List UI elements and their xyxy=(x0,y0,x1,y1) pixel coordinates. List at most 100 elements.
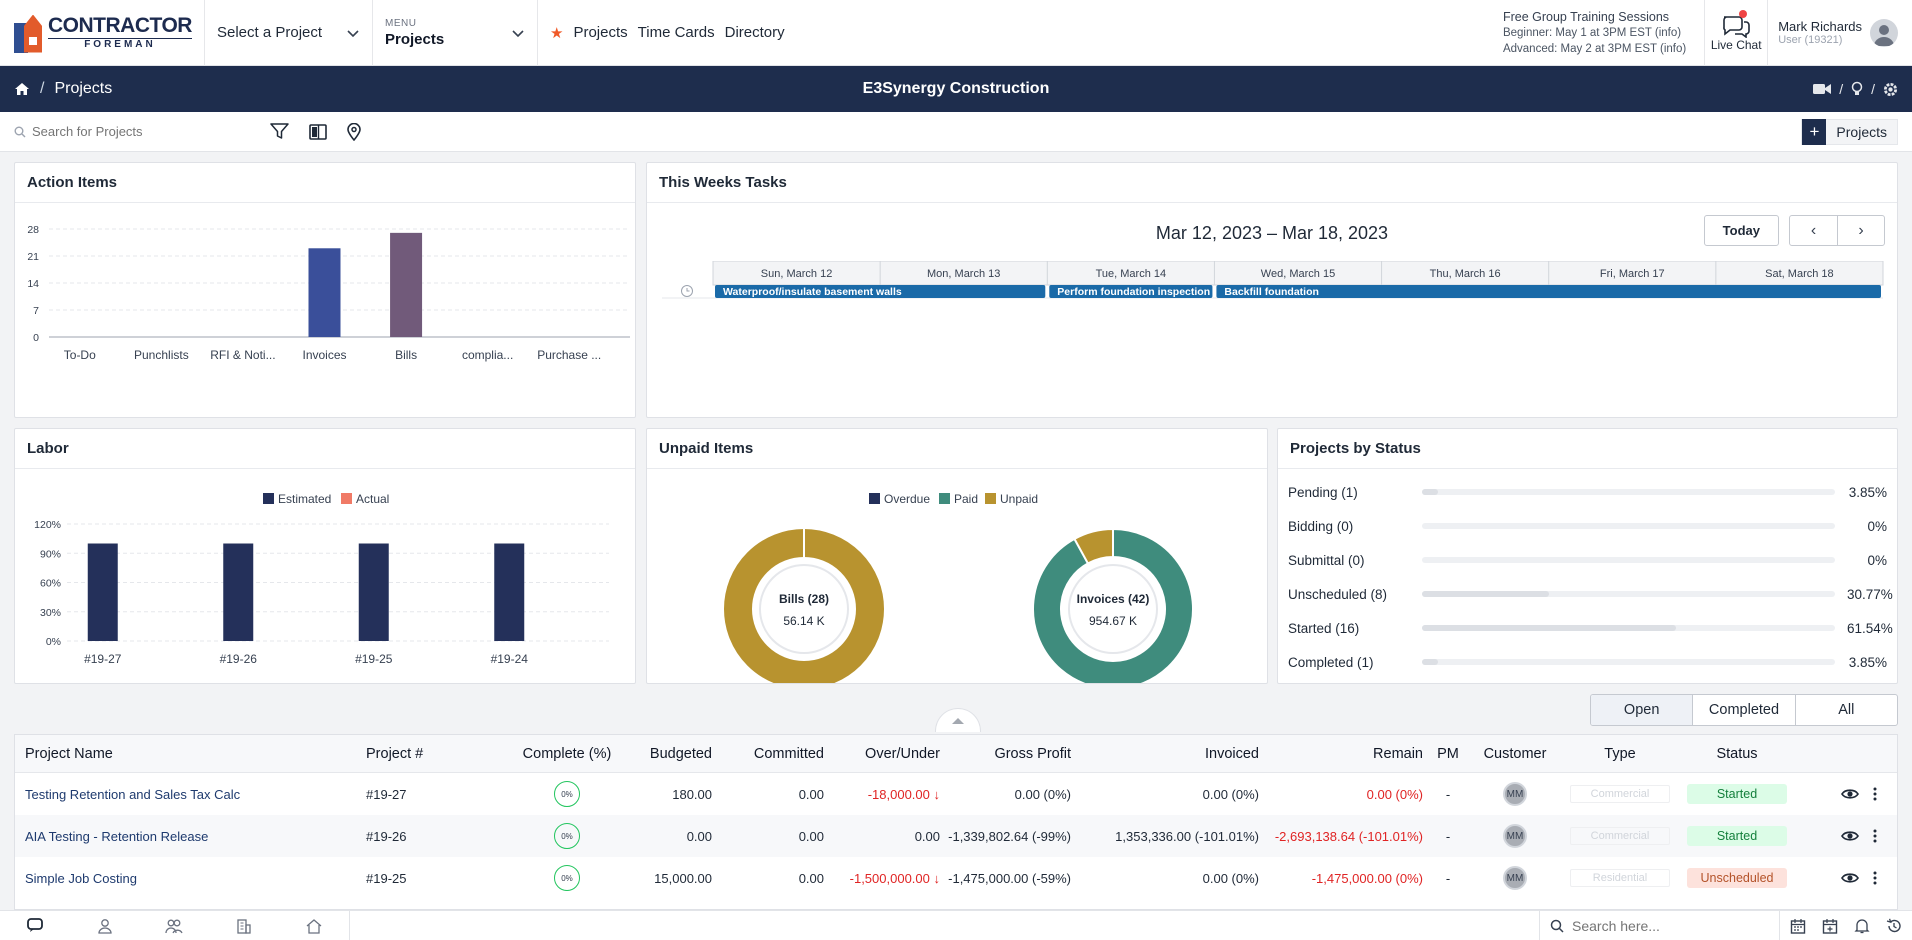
header-gross-profit[interactable]: Gross Profit xyxy=(994,745,1071,762)
status-progress-track xyxy=(1422,489,1835,495)
kebab-menu-icon[interactable] xyxy=(1873,787,1877,801)
status-label: Bidding (0) xyxy=(1288,518,1354,534)
bar-estimated[interactable] xyxy=(358,543,389,642)
donut-label: Bills (28) xyxy=(779,592,829,606)
action-items-chart: 0 7 14 21 28 To-Do Punchlists RFI & Noti... Invo… xyxy=(27,224,630,362)
bar-invoices[interactable] xyxy=(308,248,341,337)
slice-unpaid[interactable] xyxy=(1073,527,1114,565)
bar-bills[interactable] xyxy=(390,232,423,337)
training-advanced[interactable]: Advanced: May 2 at 3PM EST (info) xyxy=(1502,42,1687,55)
live-chat-button[interactable]: Live Chat xyxy=(1704,0,1769,66)
unpaid-items-card: Unpaid Items Overdue Paid Unpaid Bills (28)… xyxy=(646,428,1268,684)
bell-icon[interactable] xyxy=(1854,918,1870,934)
bar-estimated[interactable] xyxy=(494,543,525,642)
customer-avatar[interactable]: MM xyxy=(1503,824,1527,848)
map-pin-icon[interactable] xyxy=(347,122,361,141)
invoiced-value: 0.00 (0%) xyxy=(1202,870,1259,886)
header-customer[interactable]: Customer xyxy=(1483,745,1547,762)
status-row[interactable]: Started (16) 61.54% xyxy=(1288,611,1893,645)
collapse-dashboard-toggle[interactable] xyxy=(935,708,981,732)
kebab-menu-icon[interactable] xyxy=(1873,829,1877,843)
header-committed[interactable]: Committed xyxy=(753,745,824,762)
kebab-menu-icon[interactable] xyxy=(1873,871,1877,885)
project-name-link[interactable]: Testing Retention and Sales Tax Calc xyxy=(25,786,241,802)
menu-caption: MENU xyxy=(385,17,417,29)
table-row[interactable]: Testing Retention and Sales Tax Calc #19-… xyxy=(15,773,1897,815)
header-over-under[interactable]: Over/Under xyxy=(865,745,940,762)
customer-avatar[interactable]: MM xyxy=(1503,782,1527,806)
header-budgeted[interactable]: Budgeted xyxy=(649,745,712,762)
video-camera-icon[interactable] xyxy=(1813,83,1832,95)
tab-all[interactable]: All xyxy=(1794,695,1897,725)
user-avatar[interactable] xyxy=(1870,18,1898,47)
contractor-foreman-logo[interactable]: CONTRACTOR FOREMAN xyxy=(0,0,205,66)
status-row[interactable]: Unscheduled (8) 30.77% xyxy=(1288,577,1893,611)
header-pm[interactable]: PM xyxy=(1437,745,1459,762)
project-search-input[interactable] xyxy=(32,124,262,139)
menu-selector[interactable]: MENU Projects xyxy=(373,0,538,66)
notification-dot xyxy=(1739,9,1748,18)
eye-icon[interactable] xyxy=(1841,872,1859,884)
x-tick-label: #19-27 xyxy=(84,652,122,666)
breadcrumb-projects[interactable]: Projects xyxy=(54,80,113,97)
header-remain[interactable]: Remain xyxy=(1373,745,1423,762)
chat-icon[interactable] xyxy=(0,918,70,933)
calendar-icon[interactable] xyxy=(1790,918,1806,934)
over-under-value: -18,000.00 ↓ xyxy=(867,786,940,802)
quick-link-time-cards[interactable]: Time Cards xyxy=(637,24,715,41)
gear-icon[interactable] xyxy=(1883,82,1898,97)
over-under-value: 0.00 xyxy=(914,828,940,844)
filter-icon[interactable] xyxy=(270,123,289,140)
contacts-icon[interactable] xyxy=(140,918,210,934)
header-invoiced[interactable]: Invoiced xyxy=(1204,745,1259,762)
tab-completed[interactable]: Completed xyxy=(1692,695,1794,725)
header-type[interactable]: Type xyxy=(1604,745,1636,762)
calendar-event[interactable] xyxy=(715,285,1046,298)
header-complete[interactable]: Complete (%) xyxy=(522,745,612,762)
history-icon[interactable] xyxy=(1886,918,1902,934)
quick-link-directory[interactable]: Directory xyxy=(724,24,785,41)
eye-icon[interactable] xyxy=(1841,830,1859,842)
bar-estimated[interactable] xyxy=(87,543,118,642)
status-percent: 0% xyxy=(1867,518,1887,534)
customer-avatar[interactable]: MM xyxy=(1503,866,1527,890)
header-project-number[interactable]: Project # xyxy=(366,745,424,762)
status-label: Completed (1) xyxy=(1288,654,1374,670)
calendar-add-icon[interactable] xyxy=(1822,918,1838,934)
chevron-right-icon[interactable]: › xyxy=(1837,216,1884,245)
project-name-link[interactable]: AIA Testing - Retention Release xyxy=(25,828,209,844)
labor-chart: Estimated Actual 0% 30% 60% 90% 120% #19-27 #19-… xyxy=(34,492,609,666)
status-row[interactable]: Submittal (0) 0% xyxy=(1288,543,1887,577)
project-name-link[interactable]: Simple Job Costing xyxy=(25,870,137,886)
tab-open[interactable]: Open xyxy=(1591,695,1693,725)
table-row[interactable]: Simple Job Costing #19-25 0% 15,000.00 0.00 -… xyxy=(15,857,1897,899)
house-icon[interactable] xyxy=(279,918,349,934)
building-icon[interactable] xyxy=(209,918,279,934)
lightbulb-icon[interactable] xyxy=(1851,81,1863,97)
table-row[interactable]: AIA Testing - Retention Release #19-26 0% 0… xyxy=(15,815,1897,857)
y-tick-label: 21 xyxy=(27,251,39,263)
status-row[interactable]: Bidding (0) 0% xyxy=(1288,509,1887,543)
header-status[interactable]: Status xyxy=(1716,745,1758,762)
employee-icon[interactable] xyxy=(70,918,140,934)
status-row[interactable]: Completed (1) 3.85% xyxy=(1288,645,1887,679)
chevron-left-icon[interactable]: ‹ xyxy=(1810,221,1817,239)
bar-estimated[interactable] xyxy=(223,543,254,642)
calendar-event[interactable] xyxy=(1216,285,1881,298)
x-tick-label: Purchase ... xyxy=(537,348,601,362)
user-menu[interactable]: Mark Richards User (19321) xyxy=(1768,18,1912,47)
projects-by-status-card: Projects by Status Pending (1) 3.85% Biddi… xyxy=(1277,428,1898,684)
training-beginner[interactable]: Beginner: May 1 at 3PM EST (info) xyxy=(1502,26,1682,39)
quick-link-projects[interactable]: Projects xyxy=(573,24,628,41)
status-row[interactable]: Pending (1) 3.85% xyxy=(1288,475,1887,509)
today-button[interactable]: Today xyxy=(1703,215,1779,246)
home-icon[interactable] xyxy=(14,82,30,96)
project-selector[interactable]: Select a Project xyxy=(205,0,373,66)
global-search-input[interactable] xyxy=(1572,917,1762,934)
slice-paid[interactable] xyxy=(1032,527,1194,683)
board-view-icon[interactable] xyxy=(309,123,327,140)
add-project-button[interactable]: + Projects xyxy=(1801,118,1898,145)
header-project-name[interactable]: Project Name xyxy=(25,745,113,762)
calendar-event[interactable] xyxy=(1049,285,1213,298)
eye-icon[interactable] xyxy=(1841,788,1859,800)
